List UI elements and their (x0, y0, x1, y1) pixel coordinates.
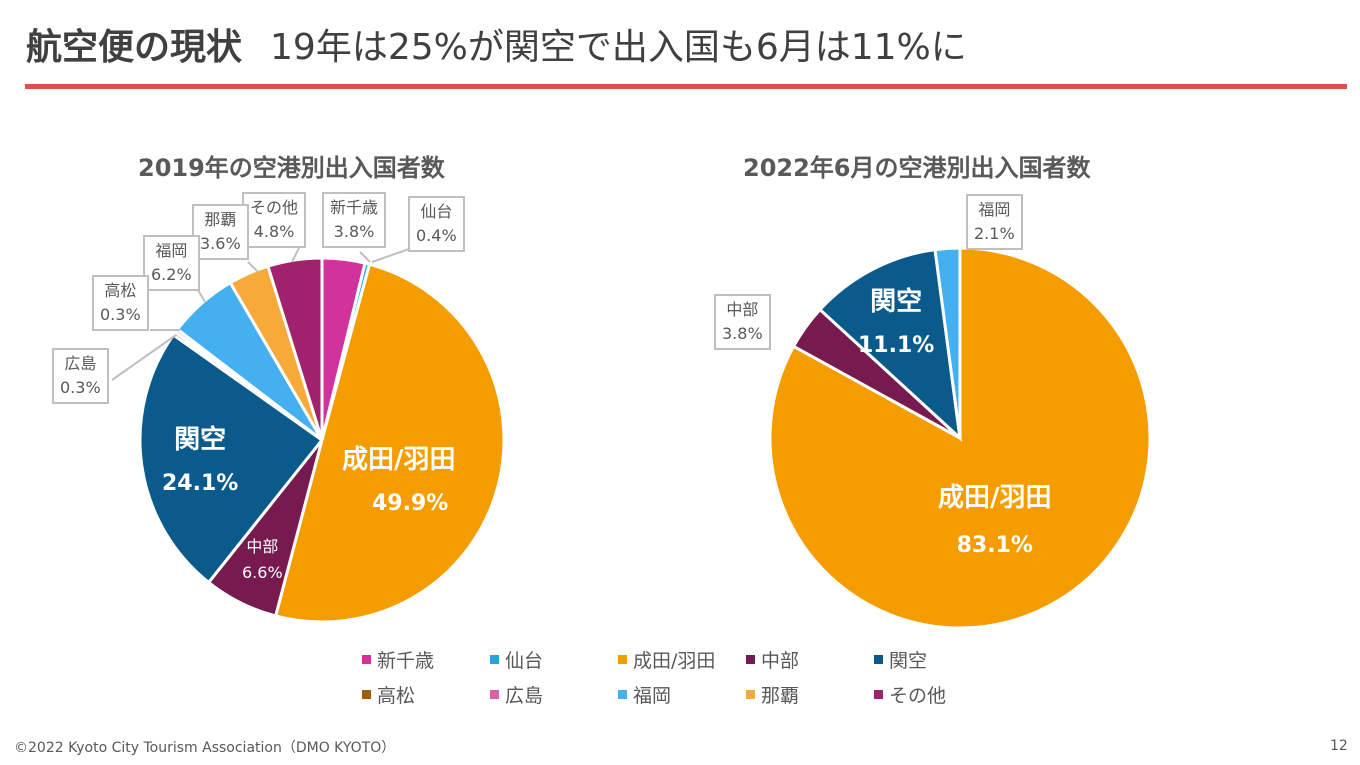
label-chubu-2019: 中部 6.6% (242, 537, 283, 582)
pie-slice-2022-2 (817, 247, 963, 442)
legend-item: 広島 (490, 681, 618, 708)
legend-swatch (874, 690, 883, 699)
legend-item: 福岡 (618, 681, 746, 708)
label-kansai-2022: 関空 11.1% (858, 287, 935, 358)
callout-shinchitose: 新千歳 3.8% (322, 192, 387, 248)
callout-hiroshima: 広島 0.3% (52, 348, 109, 404)
title-rule (25, 84, 1347, 89)
legend-item: 新千歳 (362, 646, 490, 673)
legend-label: 中部 (761, 650, 800, 672)
legend-item: 那覇 (746, 681, 874, 708)
slide-title: 航空便の現状 19年は25%が関空で出入国も6月は11%に (26, 18, 967, 70)
pie-slice-2019-9 (266, 256, 324, 441)
legend-swatch (618, 690, 627, 699)
callout-other: その他 4.8% (242, 192, 307, 248)
pie-slice-2019-4 (138, 332, 325, 585)
legend-label: 仙台 (505, 650, 544, 672)
legend-item: 成田/羽田 (618, 646, 746, 673)
legend-swatch (618, 655, 627, 664)
pie-slice-2019-2 (273, 262, 506, 624)
legend-item: 仙台 (490, 646, 618, 673)
leader-line (291, 245, 301, 263)
legend-swatch (362, 655, 371, 664)
leader-line (111, 334, 177, 381)
title-rest: 19年は25%が関空で出入国も6月は11%に (270, 27, 967, 68)
legend-swatch (874, 655, 883, 664)
title-bold: 航空便の現状 (26, 27, 243, 68)
callout-naha: 那覇 3.6% (192, 204, 249, 260)
pie-slice-2022-3 (933, 246, 962, 439)
leader-line (371, 247, 413, 263)
callout-chubu-2022: 中部 3.8% (714, 294, 771, 350)
callout-sendai: 仙台 0.4% (408, 196, 465, 252)
legend-swatch (746, 690, 755, 699)
chart-title-2022: 2022年6月の空港別出入国者数 (743, 154, 1091, 182)
legend-label: 関空 (889, 650, 928, 672)
label-narita-2019: 成田/羽田 49.9% (342, 445, 456, 516)
legend-item: その他 (874, 681, 1002, 708)
label-narita-2022: 成田/羽田 83.1% (938, 483, 1052, 558)
callout-takamatsu: 高松 0.3% (92, 275, 149, 331)
leader-line (247, 261, 259, 273)
legend-label: 成田/羽田 (633, 650, 716, 672)
legend-label: 新千歳 (377, 650, 435, 672)
legend-label: 福岡 (633, 685, 672, 707)
legend-swatch (362, 690, 371, 699)
legend-label: その他 (889, 685, 947, 707)
callout-fukuoka-2022: 福岡 2.1% (966, 194, 1023, 250)
leader-line (197, 289, 206, 303)
legend-swatch (490, 655, 499, 664)
legend-label: 広島 (505, 685, 544, 707)
chart-title-2019: 2019年の空港別出入国者数 (138, 154, 445, 182)
legend-item: 関空 (874, 646, 1002, 673)
legend-swatch (746, 655, 755, 664)
legend-label: 高松 (377, 685, 416, 707)
legend-item: 高松 (362, 681, 490, 708)
callout-fukuoka: 福岡 6.2% (143, 235, 200, 291)
legend-swatch (490, 690, 499, 699)
legend: 新千歳 仙台 成田/羽田 中部 関空高松 広島 福岡 那覇 その他 (362, 646, 1002, 708)
copyright: ©2022 Kyoto City Tourism Association（DMO… (14, 740, 396, 756)
leader-line (359, 251, 371, 263)
legend-item: 中部 (746, 646, 874, 673)
legend-label: 那覇 (761, 685, 800, 707)
page-number: 12 (1330, 738, 1348, 754)
label-kansai-2019: 関空 24.1% (162, 425, 239, 496)
